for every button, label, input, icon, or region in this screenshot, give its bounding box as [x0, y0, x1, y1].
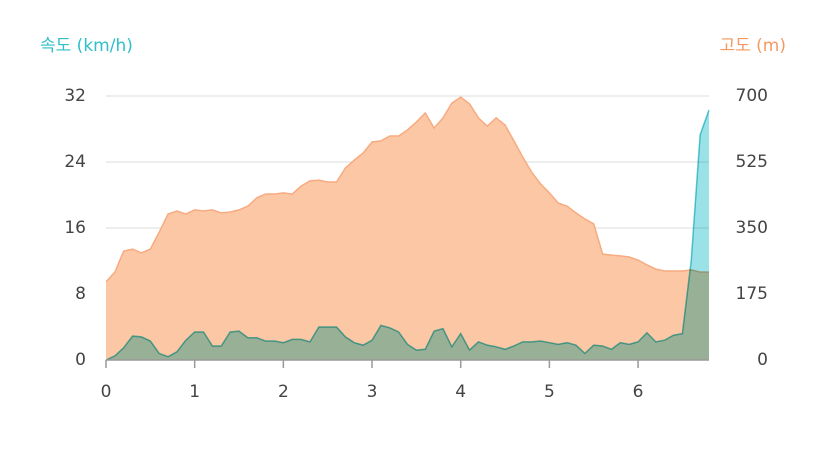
y-tick-label: 0: [75, 350, 86, 370]
y-tick-label: 16: [64, 218, 86, 238]
y2-axis-label: 고도 (m): [719, 36, 786, 56]
x-tick-label: 3: [367, 382, 378, 402]
x-tick-label: 5: [544, 382, 555, 402]
y-axis-label: 속도 (km/h): [40, 36, 133, 56]
area: [106, 97, 709, 360]
y2-tick-label: 175: [736, 284, 768, 304]
area-line: [105, 109, 710, 361]
x-tick-label: 6: [633, 382, 644, 402]
y-tick-label: 8: [75, 284, 86, 304]
area-line: [105, 96, 709, 283]
x-tick-label: 2: [278, 382, 289, 402]
y2-tick-label: 0: [757, 350, 768, 370]
y2-tick-label: 700: [736, 86, 768, 106]
x-tick-label: 4: [455, 382, 466, 402]
x-tick-label: 1: [189, 382, 200, 402]
y-tick-label: 32: [64, 86, 86, 106]
y2-tick-label: 350: [736, 218, 768, 238]
y-tick-label: 24: [64, 152, 86, 172]
y2-tick-label: 525: [736, 152, 768, 172]
x-tick-label: 0: [101, 382, 112, 402]
